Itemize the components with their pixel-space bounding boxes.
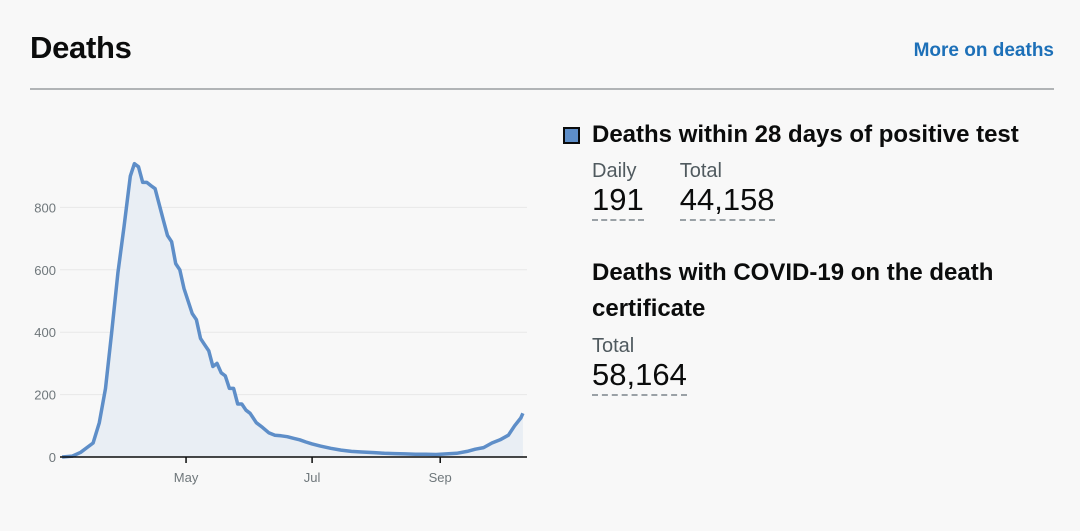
metric-title: Deaths within 28 days of positive test: [592, 121, 1019, 148]
total-label: Total: [679, 160, 722, 182]
deaths-line: [61, 161, 525, 459]
daily-value-block: Daily 191: [592, 160, 644, 221]
deaths-area: [62, 163, 523, 457]
y-tick-label: 800: [34, 200, 56, 215]
daily-label: Daily: [592, 160, 637, 182]
total-label: Total: [592, 335, 635, 357]
y-tick-label: 600: [34, 263, 56, 278]
page-title: Deaths: [30, 30, 132, 65]
y-tick-label: 400: [34, 325, 56, 340]
total-value[interactable]: 58,164: [592, 357, 687, 396]
deaths-chart: 0 200 400 600 800 May Jul Sep: [34, 161, 527, 485]
x-tick-label: May: [174, 470, 199, 485]
y-tick-label: 200: [34, 388, 56, 403]
total-value[interactable]: 44,158: [679, 182, 775, 221]
x-tick-label: Sep: [429, 470, 452, 485]
legend-swatch-icon: [563, 126, 580, 144]
x-tick-label: Jul: [304, 470, 321, 485]
more-on-deaths-link[interactable]: More on deaths: [913, 40, 1054, 61]
metrics-panel: Deaths within 28 days of positive test D…: [563, 120, 1063, 396]
y-tick-label: 0: [49, 450, 56, 465]
x-axis: May Jul Sep: [174, 457, 452, 485]
daily-value[interactable]: 191: [592, 182, 644, 221]
metric-deaths-certificate: Deaths with COVID-19 on the death certif…: [563, 255, 1063, 396]
metric-title: Deaths with COVID-19 on the death certif…: [592, 259, 994, 322]
total-value-block: Total 58,164: [592, 335, 1063, 396]
total-value-block: Total 44,158: [679, 160, 775, 221]
y-axis: 0 200 400 600 800: [34, 200, 56, 465]
metric-deaths-28-days: Deaths within 28 days of positive test D…: [563, 120, 1063, 221]
section-header: Deaths More on deaths: [30, 0, 1054, 90]
